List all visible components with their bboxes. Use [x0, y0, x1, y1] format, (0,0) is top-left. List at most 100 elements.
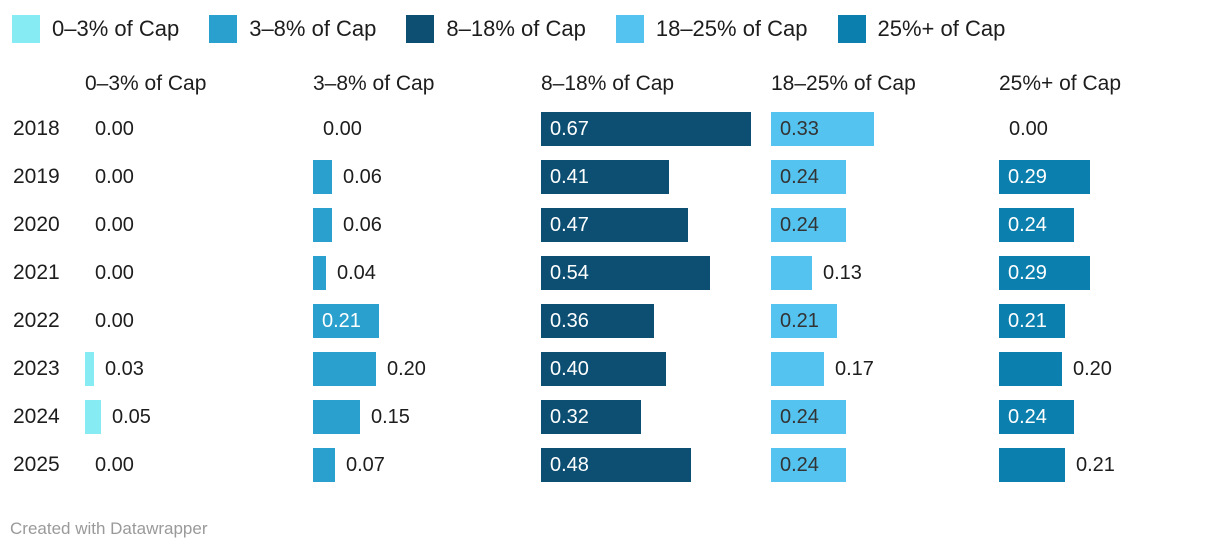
- bar-cell: 0.47: [541, 201, 771, 249]
- legend-item: 8–18% of Cap: [406, 15, 586, 43]
- bar-cell: 0.04: [313, 249, 541, 297]
- value-label: 0.24: [780, 214, 819, 236]
- value-label: 0.15: [371, 406, 410, 428]
- value-label: 0.00: [95, 118, 134, 140]
- year-label: 2019: [13, 165, 60, 188]
- value-label: 0.21: [1008, 310, 1047, 332]
- value-label: 0.00: [95, 166, 134, 188]
- year-label: 2021: [13, 261, 60, 284]
- legend-swatch: [837, 15, 866, 43]
- legend-swatch: [209, 15, 238, 43]
- bar-cell: 0.20: [999, 345, 1220, 393]
- bar: [999, 400, 1074, 434]
- bar: [541, 400, 641, 434]
- value-label: 0.24: [1008, 214, 1047, 236]
- bar-cell: 0.67: [541, 105, 771, 153]
- bar: [771, 400, 846, 434]
- value-label: 0.20: [1073, 358, 1112, 380]
- bar: [313, 304, 379, 338]
- column-header: 8–18% of Cap: [541, 72, 675, 95]
- bar: [541, 352, 666, 386]
- bar-cell: 0.20: [313, 345, 541, 393]
- bar-cell: 0.00: [85, 201, 313, 249]
- bar: [313, 160, 332, 194]
- value-label: 0.33: [780, 118, 819, 140]
- bar: [85, 352, 94, 386]
- bar: [313, 352, 376, 386]
- value-label: 0.03: [105, 358, 144, 380]
- value-label: 0.00: [95, 214, 134, 236]
- bar-cell: 0.06: [313, 201, 541, 249]
- chart-row: 2020 0.00 0.06 0.47 0.24 0.24: [0, 201, 1220, 249]
- legend-item-label: 0–3% of Cap: [52, 16, 180, 41]
- chart-row: 2018 0.00 0.00 0.67 0.33 0.00: [0, 105, 1220, 153]
- header-spacer: [0, 71, 85, 97]
- footer: Created with Datawrapper: [0, 519, 1220, 539]
- legend-swatch: [12, 15, 40, 43]
- legend: 0–3% of Cap 3–8% of Cap 8–18% of Cap 18–25%…: [0, 0, 1220, 43]
- legend-item-label: 8–18% of Cap: [446, 16, 586, 41]
- bar: [313, 400, 360, 434]
- bar-cell: 0.29: [999, 153, 1220, 201]
- legend-swatch: [406, 15, 435, 43]
- bar-cell: 0.00: [999, 105, 1220, 153]
- bar-cell: 0.33: [771, 105, 999, 153]
- legend-item-label: 25%+ of Cap: [877, 16, 1006, 41]
- value-label: 0.21: [322, 310, 361, 332]
- bar: [771, 112, 874, 146]
- value-label: 0.41: [550, 166, 589, 188]
- year-label: 2022: [13, 309, 60, 332]
- attribution-text: Created with Datawrapper: [10, 519, 208, 538]
- bar: [313, 256, 326, 290]
- bar: [999, 208, 1074, 242]
- value-label: 0.07: [346, 454, 385, 476]
- value-label: 0.06: [343, 214, 382, 236]
- value-label: 0.17: [835, 358, 874, 380]
- value-label: 0.36: [550, 310, 589, 332]
- value-label: 0.29: [1008, 166, 1047, 188]
- value-label: 0.04: [337, 262, 376, 284]
- bar: [541, 208, 688, 242]
- bar-cell: 0.29: [999, 249, 1220, 297]
- bar: [999, 256, 1090, 290]
- value-label: 0.00: [1009, 118, 1048, 140]
- bar: [85, 400, 101, 434]
- value-label: 0.00: [95, 262, 134, 284]
- bar: [541, 112, 751, 146]
- bar-cell: 0.00: [85, 153, 313, 201]
- bar-cell: 0.00: [313, 105, 541, 153]
- bar-cell: 0.24: [999, 393, 1220, 441]
- bar: [771, 352, 824, 386]
- bar-cell: 0.48: [541, 441, 771, 489]
- value-label: 0.00: [95, 454, 134, 476]
- bar: [999, 352, 1062, 386]
- value-label: 0.21: [780, 310, 819, 332]
- value-label: 0.06: [343, 166, 382, 188]
- bar-cell: 0.05: [85, 393, 313, 441]
- bar-cell: 0.24: [999, 201, 1220, 249]
- column-header: 3–8% of Cap: [313, 72, 435, 95]
- year-label: 2025: [13, 453, 60, 476]
- bar: [771, 160, 846, 194]
- bar-cell: 0.36: [541, 297, 771, 345]
- bar: [771, 256, 812, 290]
- value-label: 0.05: [112, 406, 151, 428]
- bar-cell: 0.07: [313, 441, 541, 489]
- value-label: 0.24: [780, 406, 819, 428]
- bar: [541, 160, 669, 194]
- chart-row: 2024 0.05 0.15 0.32 0.24 0.24: [0, 393, 1220, 441]
- year-label: 2020: [13, 213, 60, 236]
- bar-cell: 0.21: [999, 441, 1220, 489]
- legend-item: 25%+ of Cap: [837, 15, 1006, 43]
- value-label: 0.54: [550, 262, 589, 284]
- value-label: 0.24: [780, 454, 819, 476]
- chart-row: 2023 0.03 0.20 0.40 0.17 0.20: [0, 345, 1220, 393]
- bar: [999, 448, 1065, 482]
- bar: [771, 208, 846, 242]
- bar: [771, 304, 837, 338]
- value-label: 0.29: [1008, 262, 1047, 284]
- column-header: 0–3% of Cap: [85, 72, 207, 95]
- bar: [999, 304, 1065, 338]
- legend-item: 18–25% of Cap: [615, 15, 808, 43]
- bar: [771, 448, 846, 482]
